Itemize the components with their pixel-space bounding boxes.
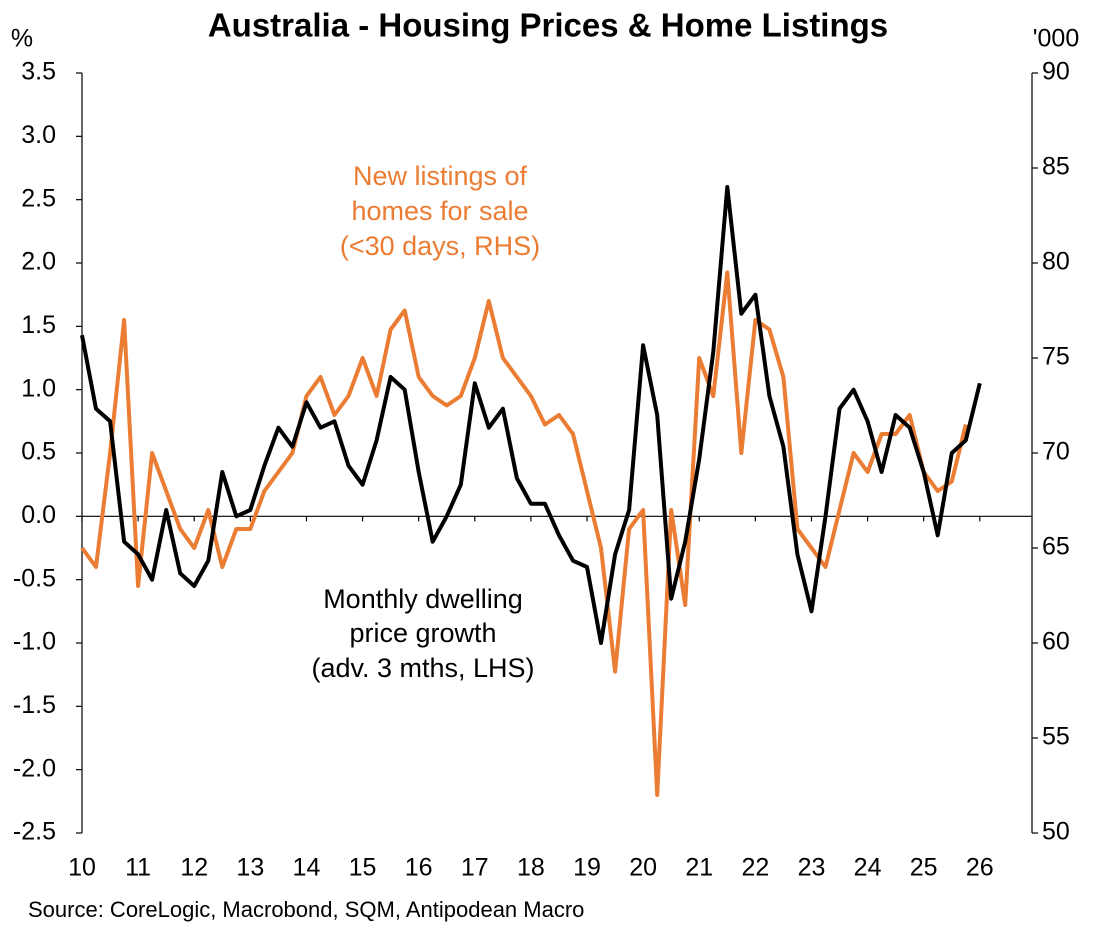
series-annotation: (adv. 3 mths, LHS)	[311, 653, 534, 683]
x-tick-label: 22	[741, 854, 769, 882]
y2-tick-label: 65	[1042, 533, 1070, 561]
series-annotation: New listings of	[353, 161, 528, 191]
y-tick-label: 2.5	[21, 184, 56, 212]
y-tick-label: 3.5	[21, 58, 56, 86]
y2-tick-label: 75	[1042, 343, 1070, 371]
y2-axis-label: '000	[1033, 25, 1079, 53]
y-tick-label: 0.5	[21, 438, 56, 466]
x-tick-label: 16	[405, 854, 433, 882]
x-tick-label: 19	[573, 854, 601, 882]
y-tick-label: -1.0	[13, 628, 56, 656]
x-tick-label: 12	[180, 854, 208, 882]
y-tick-label: -0.5	[13, 564, 56, 592]
y2-tick-label: 60	[1042, 628, 1070, 656]
y-axis-label: %	[11, 25, 33, 53]
x-tick-label: 20	[629, 854, 657, 882]
series-annotation: homes for sale	[351, 196, 528, 226]
chart-title: Australia - Housing Prices & Home Listin…	[208, 7, 888, 44]
y2-tick-label: 90	[1042, 58, 1070, 86]
x-tick-label: 23	[798, 854, 826, 882]
y2-tick-label: 80	[1042, 248, 1070, 276]
y-tick-label: -1.5	[13, 691, 56, 719]
y2-tick-label: 50	[1042, 818, 1070, 846]
x-tick-label: 13	[236, 854, 264, 882]
y2-tick-label: 55	[1042, 723, 1070, 751]
y2-tick-label: 85	[1042, 153, 1070, 181]
x-tick-label: 21	[685, 854, 713, 882]
x-tick-label: 15	[349, 854, 377, 882]
series-annotation: Monthly dwelling	[323, 584, 523, 614]
x-tick-label: 10	[68, 854, 96, 882]
series-line	[80, 185, 982, 645]
y-tick-label: -2.0	[13, 754, 56, 782]
x-tick-label: 17	[461, 854, 489, 882]
x-tick-label: 26	[966, 854, 994, 882]
y2-tick-label: 70	[1042, 438, 1070, 466]
x-tick-label: 18	[517, 854, 545, 882]
y-tick-label: 1.0	[21, 374, 56, 402]
series-annotation: price growth	[349, 618, 496, 648]
x-tick-label: 24	[854, 854, 882, 882]
series-annotation: (<30 days, RHS)	[340, 231, 540, 261]
x-tick-label: 11	[125, 854, 151, 882]
y-tick-label: 3.0	[21, 121, 56, 149]
x-tick-label: 25	[910, 854, 938, 882]
y-tick-label: 2.0	[21, 248, 56, 276]
source-note: Source: CoreLogic, Macrobond, SQM, Antip…	[28, 897, 584, 922]
y-tick-label: 1.5	[21, 311, 56, 339]
x-tick-label: 14	[293, 854, 321, 882]
y-tick-label: 0.0	[21, 501, 56, 529]
y-tick-label: -2.5	[13, 818, 56, 846]
